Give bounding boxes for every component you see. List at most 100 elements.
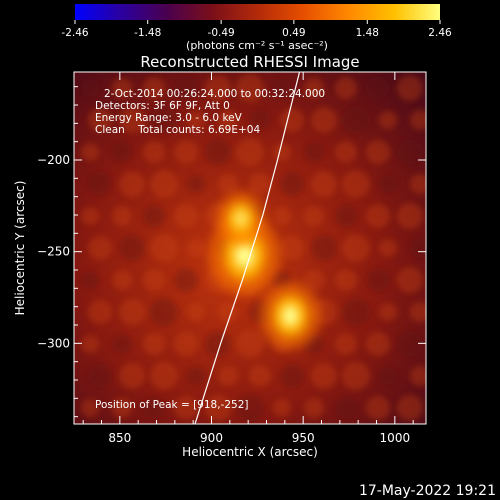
source-core <box>282 305 299 327</box>
texture-blob <box>81 143 99 161</box>
texture-blob <box>143 269 165 291</box>
x-tick-label: 1000 <box>380 431 411 445</box>
texture-blob <box>81 335 99 353</box>
solar-limb-curve <box>194 72 301 424</box>
x-axis-label: Heliocentric X (arcsec) <box>182 445 318 459</box>
x-tick-label: 850 <box>108 431 131 445</box>
texture-blob <box>174 76 198 100</box>
texture-blob <box>379 175 397 193</box>
texture-blob <box>81 271 99 289</box>
texture-blob <box>304 270 324 290</box>
texture-blob <box>280 236 304 260</box>
texture-blob <box>249 173 271 195</box>
y-tick-label: −250 <box>37 245 70 259</box>
texture-blob <box>119 107 145 133</box>
texture-blob <box>397 203 423 229</box>
texture-blob <box>311 363 337 389</box>
texture-blob <box>81 399 99 417</box>
texture-blob <box>273 399 291 417</box>
texture-blob <box>205 331 231 357</box>
clean-residual-texture <box>81 74 426 422</box>
texture-blob <box>366 396 390 420</box>
texture-blob <box>342 298 370 326</box>
texture-blob <box>205 395 231 421</box>
texture-blob <box>187 303 205 321</box>
texture-blob <box>143 141 165 163</box>
info-line-detectors: Detectors: 3F 6F 9F, Att 0 <box>95 100 230 112</box>
texture-blob <box>88 236 112 260</box>
colorbar: -2.46 -1.48 -0.49 0.49 1.48 2.46 (photons cm⁻… <box>61 4 452 52</box>
texture-blob <box>335 77 357 99</box>
texture-blob <box>205 75 231 101</box>
texture-blob <box>174 332 198 356</box>
texture-blob <box>112 398 132 418</box>
texture-blob <box>81 207 99 225</box>
texture-blob <box>342 170 370 198</box>
x-tick-label: 900 <box>200 431 223 445</box>
texture-blob <box>335 397 357 419</box>
texture-blob <box>397 75 423 101</box>
texture-blob <box>187 175 205 193</box>
texture-blob <box>88 300 112 324</box>
texture-blob <box>410 110 426 130</box>
texture-blob <box>410 366 426 386</box>
colorbar-tick-label: -1.48 <box>134 27 161 39</box>
texture-blob <box>280 108 304 132</box>
texture-blob <box>304 398 324 418</box>
texture-blob <box>249 109 271 131</box>
texture-blob <box>174 204 198 228</box>
colorbar-tick-label: 0.49 <box>282 27 305 39</box>
texture-blob <box>304 142 324 162</box>
texture-blob <box>174 396 198 420</box>
texture-blob <box>112 334 132 354</box>
texture-blob <box>273 79 291 97</box>
texture-blob <box>150 234 178 262</box>
texture-blob <box>119 363 145 389</box>
info-block: 2-Oct-2014 00:26:24.000 to 00:32:24.000 … <box>95 88 325 136</box>
texture-blob <box>273 207 291 225</box>
texture-blob <box>112 270 132 290</box>
texture-blob <box>410 238 426 258</box>
texture-blob <box>397 139 423 165</box>
texture-blob <box>88 364 112 388</box>
y-axis-label: Heliocentric Y (arcsec) <box>13 181 27 316</box>
colorbar-unit-label: (photons cm⁻² s⁻¹ asec⁻²) <box>186 39 328 52</box>
texture-blob <box>366 268 390 292</box>
texture-blob <box>112 142 132 162</box>
colorbar-tick-label: 1.48 <box>356 27 379 39</box>
texture-blob <box>236 394 264 422</box>
peak-position-label: Position of Peak = [918,-252] <box>95 399 249 411</box>
info-line-clean: Clean Total counts: 6.69E+04 <box>95 124 260 136</box>
colorbar-tick-label: -0.49 <box>208 27 235 39</box>
texture-blob <box>379 111 397 129</box>
texture-blob <box>342 234 370 262</box>
texture-blob <box>366 76 390 100</box>
texture-blob <box>366 332 390 356</box>
texture-blob <box>335 333 357 355</box>
x-tick-label: 950 <box>292 431 315 445</box>
plot-frame <box>73 71 427 425</box>
texture-blob <box>311 235 337 261</box>
texture-blob <box>366 204 390 228</box>
texture-blob <box>342 106 370 134</box>
chart-title: Reconstructed RHESSI Image <box>140 53 359 71</box>
texture-blob <box>236 138 264 166</box>
texture-blob <box>205 139 231 165</box>
info-line-energy: Energy Range: 3.0 - 6.0 keV <box>95 112 243 124</box>
texture-blob <box>379 303 397 321</box>
texture-blob <box>410 302 426 322</box>
texture-blob <box>304 78 324 98</box>
texture-blob <box>397 331 423 357</box>
texture-blob <box>280 364 304 388</box>
texture-blob <box>236 330 264 358</box>
texture-blob <box>410 174 426 194</box>
texture-blob <box>150 298 178 326</box>
texture-blob <box>119 299 145 325</box>
y-tick-label: −200 <box>37 153 70 167</box>
texture-blob <box>280 172 304 196</box>
texture-blob <box>311 107 337 133</box>
texture-blob <box>304 206 324 226</box>
texture-blob <box>174 268 198 292</box>
colorbar-gradient <box>75 4 440 20</box>
